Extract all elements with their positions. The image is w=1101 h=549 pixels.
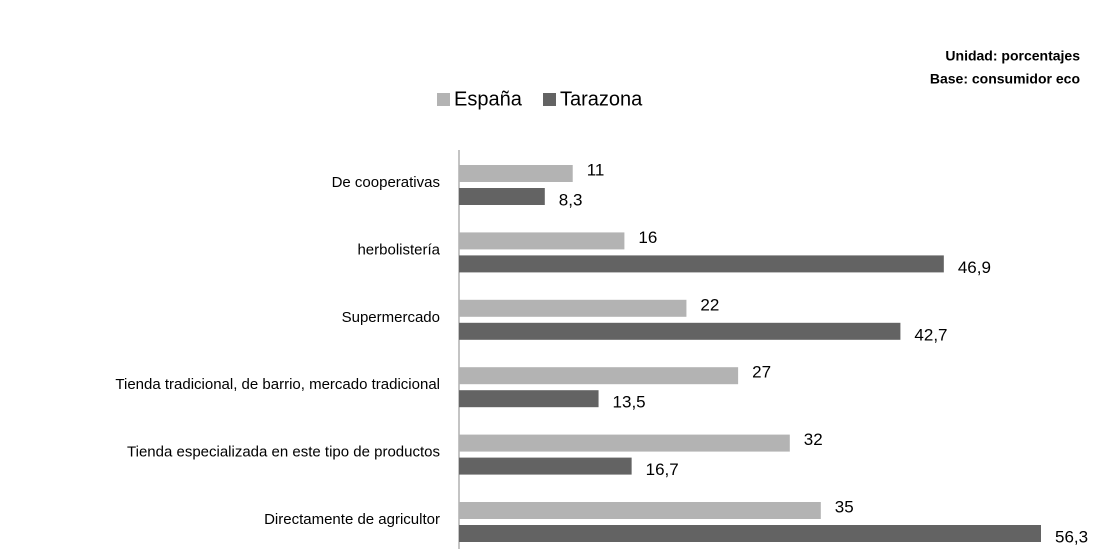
bar <box>459 188 545 205</box>
data-label: 27 <box>752 363 771 382</box>
bar <box>459 434 790 452</box>
data-label: 16 <box>638 228 657 247</box>
data-label: 8,3 <box>559 190 583 209</box>
bar <box>459 502 821 519</box>
bar <box>459 299 687 317</box>
annotation: Base: consumidor eco <box>930 71 1080 87</box>
data-label: 32 <box>804 430 823 449</box>
annotation: Unidad: porcentajes <box>945 48 1080 64</box>
legend-label: Tarazona <box>560 88 643 110</box>
data-label: 46,9 <box>958 258 991 277</box>
category-label: Tienda tradicional, de barrio, mercado t… <box>115 376 440 393</box>
category-label: Supermercado <box>342 309 440 326</box>
data-label: 11 <box>587 160 605 179</box>
category-label: herbolistería <box>357 241 440 258</box>
bar <box>459 165 573 182</box>
bar <box>459 322 901 340</box>
bar <box>459 390 599 408</box>
bar <box>459 525 1041 542</box>
data-label: 22 <box>700 295 719 314</box>
category-label: De cooperativas <box>332 174 440 191</box>
category-label: Directamente de agricultor <box>264 511 440 528</box>
data-label: 35 <box>835 497 854 516</box>
legend-label: España <box>454 88 523 110</box>
bar <box>459 255 944 273</box>
legend-swatch <box>437 93 450 106</box>
data-label: 56,3 <box>1055 527 1088 546</box>
category-label: Tienda especializada en este tipo de pro… <box>127 444 440 461</box>
legend-swatch <box>543 93 556 106</box>
bar <box>459 367 739 385</box>
bar <box>459 232 625 250</box>
data-label: 13,5 <box>613 393 646 412</box>
data-label: 16,7 <box>646 460 679 479</box>
bar <box>459 457 632 475</box>
data-label: 42,7 <box>914 325 947 344</box>
